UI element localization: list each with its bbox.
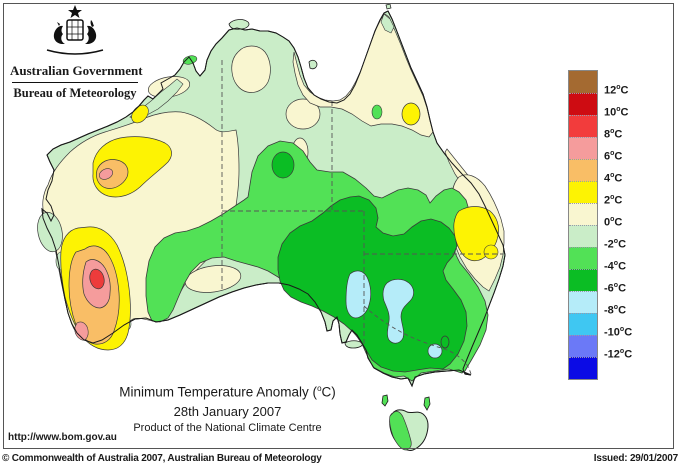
issued-date: Issued: 29/01/2007 [593,453,678,464]
legend-color-block [569,137,597,159]
map-frame [3,3,674,449]
legend-color-block [569,93,597,115]
bom-url: http://www.bom.gov.au [8,432,117,443]
cyan-patch-east [382,278,414,344]
legend-color-block [569,291,597,313]
legend-color-block [569,159,597,181]
kangaroo-island [344,340,363,349]
legend-color-block [569,269,597,291]
gulf-capeyork-cream-region [292,13,434,138]
nsw-yellow-coast-patch [483,244,499,260]
legend-label: -12oC [604,348,633,361]
legend-label: 4oC [604,172,623,185]
sw-coast-pink-patch [74,321,89,341]
legend-color-block [569,71,597,93]
legend-label: -8oC [604,304,627,317]
legend-label: 2oC [604,194,623,207]
capeyork-lightgreen-dot [371,104,383,120]
legend-label: -10oC [604,326,633,339]
state-borders [221,60,503,348]
map-product: Product of the National Climate Centre [133,421,322,434]
legend-color-block [569,203,597,225]
legend-label: -4oC [604,260,627,273]
nullarbor-cream-region [184,265,242,293]
legend-label: 12oC [604,84,629,97]
legend-color-block [569,247,597,269]
capeyork-tip-palegreen [380,13,395,34]
bureau-title: Bureau of Meteorology [13,86,137,100]
legend-color-block [569,115,597,137]
logo-divider [12,82,138,83]
map-date: 28th January 2007 [173,403,282,419]
legend-label: -6oC [604,282,627,295]
coastline-overlay [41,10,506,388]
coat-of-arms-icon [46,5,104,55]
legend-label: 10oC [604,106,629,119]
legend-color-block [569,335,597,357]
legend-label: 6oC [604,150,623,163]
legend-label: 0oC [604,216,623,229]
map-titles: Minimum Temperature Anomaly (oC) 28th Ja… [60,384,395,434]
legend-color-block [569,181,597,203]
flinders-island [423,396,431,411]
legend-color-block [569,357,597,379]
qld-mid-cream-region [285,98,321,130]
copyright-text: © Commonwealth of Australia 2007, Austra… [2,453,322,464]
cape-york-tip-island [385,3,392,10]
central-green-region [277,195,468,373]
act-outline [440,335,450,349]
legend-label: 8oC [604,128,623,141]
sw-red-core [89,268,105,290]
melville-island [228,19,250,30]
legend-label: -2oC [604,238,627,251]
map-title: Minimum Temperature Anomaly (oC) [119,384,336,400]
bom-logo: Australian Government Bureau of Meteorol… [10,4,143,101]
groote-island [308,59,318,70]
pilbara-pink-core [99,168,113,180]
legend-color-block [569,225,597,247]
nt-green-circle [271,151,295,179]
king-island [381,394,389,407]
tasmania-west-region [389,411,412,451]
legend-color-bar [568,70,598,380]
topend-cream-region [231,45,271,93]
gov-title: Australian Government [10,63,143,78]
darwin-lightgreen-dot [182,55,198,65]
qld-yellow-patch [401,102,421,126]
legend-color-block [569,313,597,335]
